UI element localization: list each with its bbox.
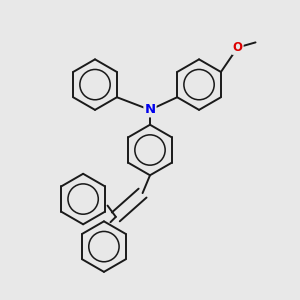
Text: O: O — [233, 41, 243, 54]
Text: N: N — [144, 103, 156, 116]
